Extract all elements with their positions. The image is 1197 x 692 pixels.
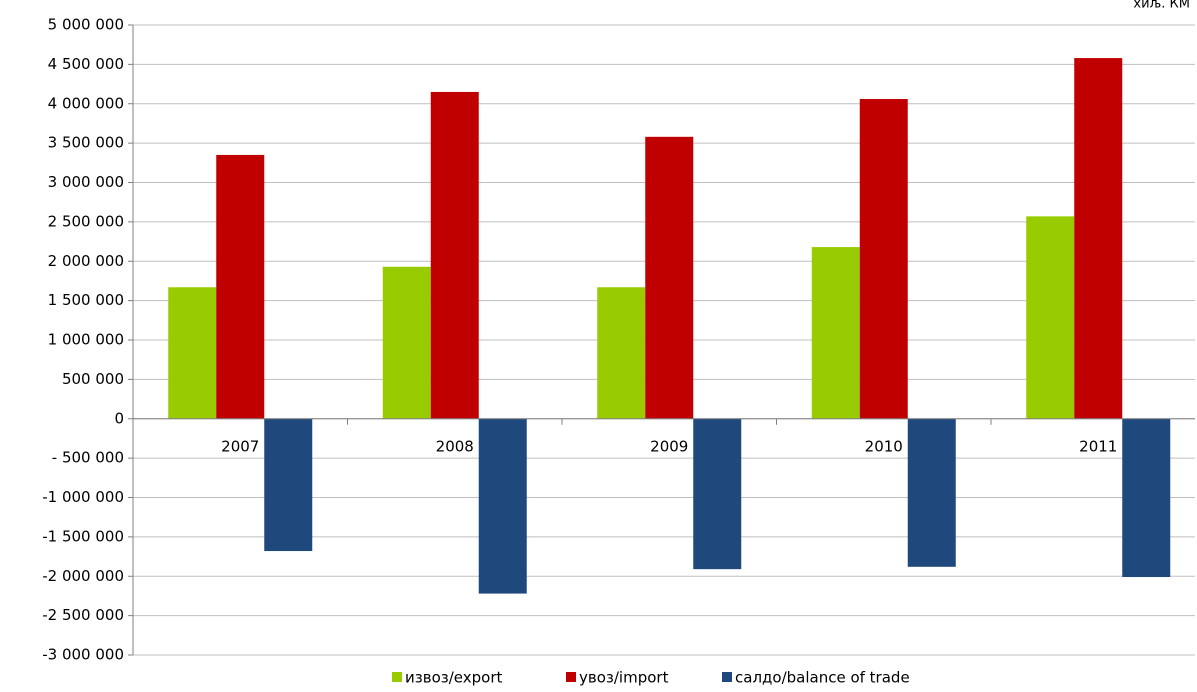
bar: [168, 287, 217, 419]
legend-swatch: [566, 672, 576, 682]
x-tick-label: 2011: [1079, 437, 1117, 455]
legend-swatch: [392, 672, 402, 682]
bar: [907, 418, 956, 567]
bar: [693, 418, 742, 570]
bar: [1026, 216, 1075, 419]
legend-label: увоз/import: [579, 669, 669, 687]
bar: [264, 418, 313, 552]
y-tick-label: 5 000 000: [48, 16, 124, 34]
y-tick-label: -1 500 000: [42, 527, 124, 545]
y-tick-label: 500 000: [62, 370, 124, 388]
y-tick-label: 4 000 000: [48, 94, 124, 112]
x-tick-label: 2007: [221, 437, 259, 455]
x-tick-label: 2008: [436, 437, 474, 455]
y-tick-label: 3 000 000: [48, 173, 124, 191]
y-tick-label: 1 000 000: [48, 331, 124, 349]
bar: [597, 287, 646, 419]
x-tick-label: 2010: [865, 437, 903, 455]
bar: [430, 91, 479, 419]
y-tick-label: 4 500 000: [48, 55, 124, 73]
bar: [478, 418, 527, 594]
y-tick-label: 0: [114, 409, 124, 427]
x-tick-label: 2009: [650, 437, 688, 455]
y-tick-label: -2 000 000: [42, 567, 124, 585]
y-tick-label: -2 500 000: [42, 606, 124, 624]
y-tick-label: 2 000 000: [48, 252, 124, 270]
y-tick-label: 2 500 000: [48, 212, 124, 230]
bar: [1122, 418, 1171, 578]
bar: [645, 136, 694, 419]
bar: [811, 247, 860, 419]
bar: [859, 99, 908, 419]
bar: [1074, 58, 1123, 419]
y-tick-label: -1 000 000: [42, 488, 124, 506]
legend-label: извоз/export: [405, 669, 502, 687]
bar: [216, 154, 265, 419]
y-tick-label: - 500 000: [52, 449, 124, 467]
y-tick-label: -3 000 000: [42, 646, 124, 664]
legend-label: салдо/balance of trade: [735, 669, 910, 687]
unit-label: хиљ. КМ: [1133, 0, 1190, 12]
y-tick-label: 1 500 000: [48, 291, 124, 309]
y-tick-label: 3 500 000: [48, 134, 124, 152]
legend-swatch: [722, 672, 732, 682]
bar: [382, 266, 431, 419]
